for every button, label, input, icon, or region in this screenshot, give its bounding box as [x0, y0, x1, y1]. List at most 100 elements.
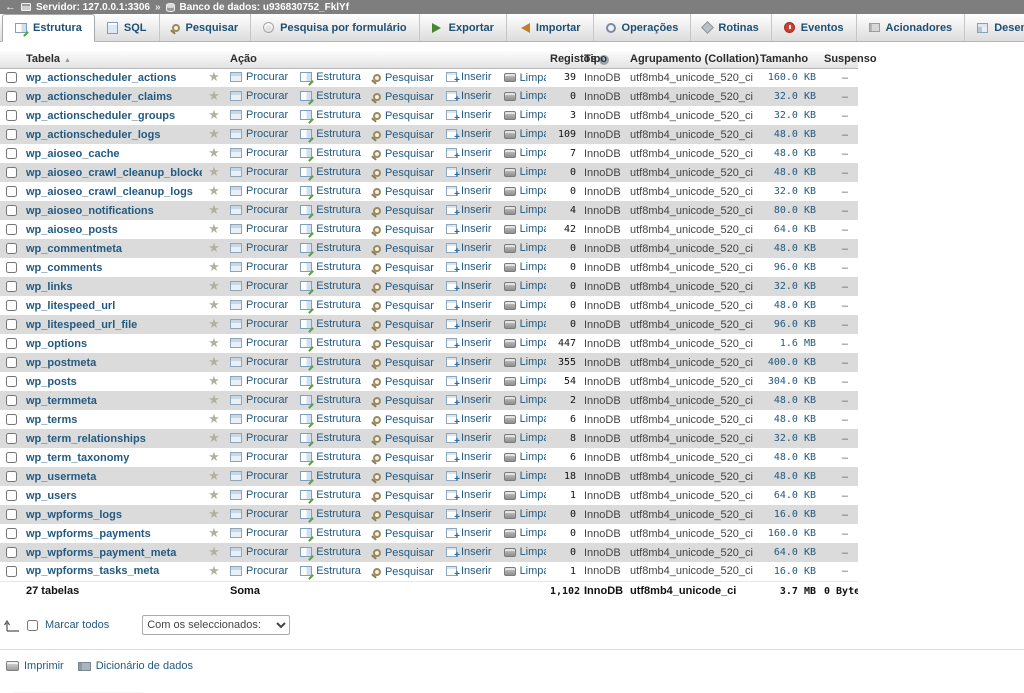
- tab-search[interactable]: Pesquisar: [160, 14, 252, 41]
- row-checkbox[interactable]: [5, 338, 17, 350]
- table-name-link[interactable]: wp_term_relationships: [26, 432, 146, 445]
- insert-link[interactable]: Inserir: [445, 71, 492, 86]
- structure-link[interactable]: Estrutura: [300, 527, 361, 539]
- insert-link[interactable]: Inserir: [445, 375, 492, 390]
- favorite-star-icon[interactable]: ★: [208, 221, 220, 236]
- structure-link[interactable]: Estrutura: [300, 565, 361, 577]
- table-name-link[interactable]: wp_users: [26, 489, 77, 502]
- table-name-link[interactable]: wp_links: [26, 280, 73, 293]
- structure-link[interactable]: Estrutura: [300, 451, 361, 463]
- empty-link[interactable]: Limpa: [503, 166, 546, 178]
- tab-form-search[interactable]: Pesquisa por formulário: [251, 14, 420, 41]
- search-link[interactable]: Pesquisar: [372, 471, 434, 483]
- favorite-star-icon[interactable]: ★: [208, 430, 220, 445]
- browse-link[interactable]: Procurar: [230, 546, 288, 558]
- empty-link[interactable]: Limpa: [503, 261, 546, 273]
- favorite-star-icon[interactable]: ★: [208, 525, 220, 540]
- row-checkbox[interactable]: [5, 565, 17, 577]
- browse-link[interactable]: Procurar: [230, 318, 288, 330]
- insert-link[interactable]: Inserir: [445, 546, 492, 561]
- table-name-link[interactable]: wp_actionscheduler_logs: [26, 128, 161, 141]
- favorite-star-icon[interactable]: ★: [208, 373, 220, 388]
- table-name-link[interactable]: wp_term_taxonomy: [26, 451, 130, 464]
- table-name-link[interactable]: wp_wpforms_payments: [26, 527, 151, 540]
- search-link[interactable]: Pesquisar: [372, 433, 434, 445]
- structure-link[interactable]: Estrutura: [300, 204, 361, 216]
- favorite-star-icon[interactable]: ★: [208, 506, 220, 521]
- browse-link[interactable]: Procurar: [230, 90, 288, 102]
- favorite-star-icon[interactable]: ★: [208, 392, 220, 407]
- tab-triggers[interactable]: Acionadores: [857, 14, 966, 41]
- row-checkbox[interactable]: [5, 167, 17, 179]
- favorite-star-icon[interactable]: ★: [208, 335, 220, 350]
- tab-operations[interactable]: Operações: [594, 14, 692, 41]
- row-checkbox[interactable]: [5, 376, 17, 388]
- structure-link[interactable]: Estrutura: [300, 223, 361, 235]
- insert-link[interactable]: Inserir: [445, 413, 492, 428]
- favorite-star-icon[interactable]: ★: [208, 88, 220, 103]
- table-name-link[interactable]: wp_usermeta: [26, 470, 97, 483]
- browse-link[interactable]: Procurar: [230, 71, 288, 83]
- browse-link[interactable]: Procurar: [230, 527, 288, 539]
- empty-link[interactable]: Limpa: [503, 299, 546, 311]
- structure-link[interactable]: Estrutura: [300, 337, 361, 349]
- insert-link[interactable]: Inserir: [445, 147, 492, 162]
- browse-link[interactable]: Procurar: [230, 261, 288, 273]
- tab-events[interactable]: Eventos: [772, 14, 857, 41]
- tab-export[interactable]: Exportar: [420, 14, 507, 41]
- row-checkbox[interactable]: [5, 547, 17, 559]
- empty-link[interactable]: Limpa: [503, 147, 546, 159]
- browse-link[interactable]: Procurar: [230, 565, 288, 577]
- row-checkbox[interactable]: [5, 72, 17, 84]
- table-name-link[interactable]: wp_options: [26, 337, 88, 350]
- row-checkbox[interactable]: [5, 281, 17, 293]
- row-checkbox[interactable]: [5, 414, 17, 426]
- row-checkbox[interactable]: [5, 224, 17, 236]
- table-name-link[interactable]: wp_terms: [26, 413, 78, 426]
- search-link[interactable]: Pesquisar: [372, 167, 434, 179]
- search-link[interactable]: Pesquisar: [372, 72, 434, 84]
- tab-structure[interactable]: Estrutura: [2, 14, 95, 42]
- insert-link[interactable]: Inserir: [445, 508, 492, 523]
- favorite-star-icon[interactable]: ★: [208, 316, 220, 331]
- structure-link[interactable]: Estrutura: [300, 166, 361, 178]
- insert-link[interactable]: Inserir: [445, 451, 492, 466]
- favorite-star-icon[interactable]: ★: [208, 297, 220, 312]
- row-checkbox[interactable]: [5, 452, 17, 464]
- browse-link[interactable]: Procurar: [230, 413, 288, 425]
- search-link[interactable]: Pesquisar: [372, 300, 434, 312]
- search-link[interactable]: Pesquisar: [372, 414, 434, 426]
- browse-link[interactable]: Procurar: [230, 204, 288, 216]
- search-link[interactable]: Pesquisar: [372, 490, 434, 502]
- favorite-star-icon[interactable]: ★: [208, 202, 220, 217]
- insert-link[interactable]: Inserir: [445, 489, 492, 504]
- structure-link[interactable]: Estrutura: [300, 147, 361, 159]
- table-name-link[interactable]: wp_termmeta: [26, 394, 97, 407]
- empty-link[interactable]: Limpa: [503, 527, 546, 539]
- browse-link[interactable]: Procurar: [230, 470, 288, 482]
- structure-link[interactable]: Estrutura: [300, 318, 361, 330]
- tab-designer[interactable]: Desenhador: [965, 14, 1024, 41]
- insert-link[interactable]: Inserir: [445, 204, 492, 219]
- browse-link[interactable]: Procurar: [230, 299, 288, 311]
- browse-link[interactable]: Procurar: [230, 432, 288, 444]
- structure-link[interactable]: Estrutura: [300, 432, 361, 444]
- empty-link[interactable]: Limpa: [503, 470, 546, 482]
- table-name-link[interactable]: wp_litespeed_url_file: [26, 318, 138, 331]
- insert-link[interactable]: Inserir: [445, 356, 492, 371]
- empty-link[interactable]: Limpa: [503, 375, 546, 387]
- row-checkbox[interactable]: [5, 91, 17, 103]
- search-link[interactable]: Pesquisar: [372, 376, 434, 388]
- empty-link[interactable]: Limpa: [503, 72, 546, 84]
- check-all-checkbox[interactable]: [27, 619, 38, 631]
- empty-link[interactable]: Limpa: [503, 413, 546, 425]
- row-checkbox[interactable]: [5, 509, 17, 521]
- table-name-link[interactable]: wp_actionscheduler_claims: [26, 90, 173, 103]
- insert-link[interactable]: Inserir: [445, 223, 492, 238]
- insert-link[interactable]: Inserir: [445, 261, 492, 276]
- favorite-star-icon[interactable]: ★: [208, 278, 220, 293]
- insert-link[interactable]: Inserir: [445, 432, 492, 447]
- table-name-link[interactable]: wp_commentmeta: [26, 242, 122, 255]
- table-name-link[interactable]: wp_aioseo_crawl_cleanup_logs: [26, 185, 193, 198]
- row-checkbox[interactable]: [5, 148, 17, 160]
